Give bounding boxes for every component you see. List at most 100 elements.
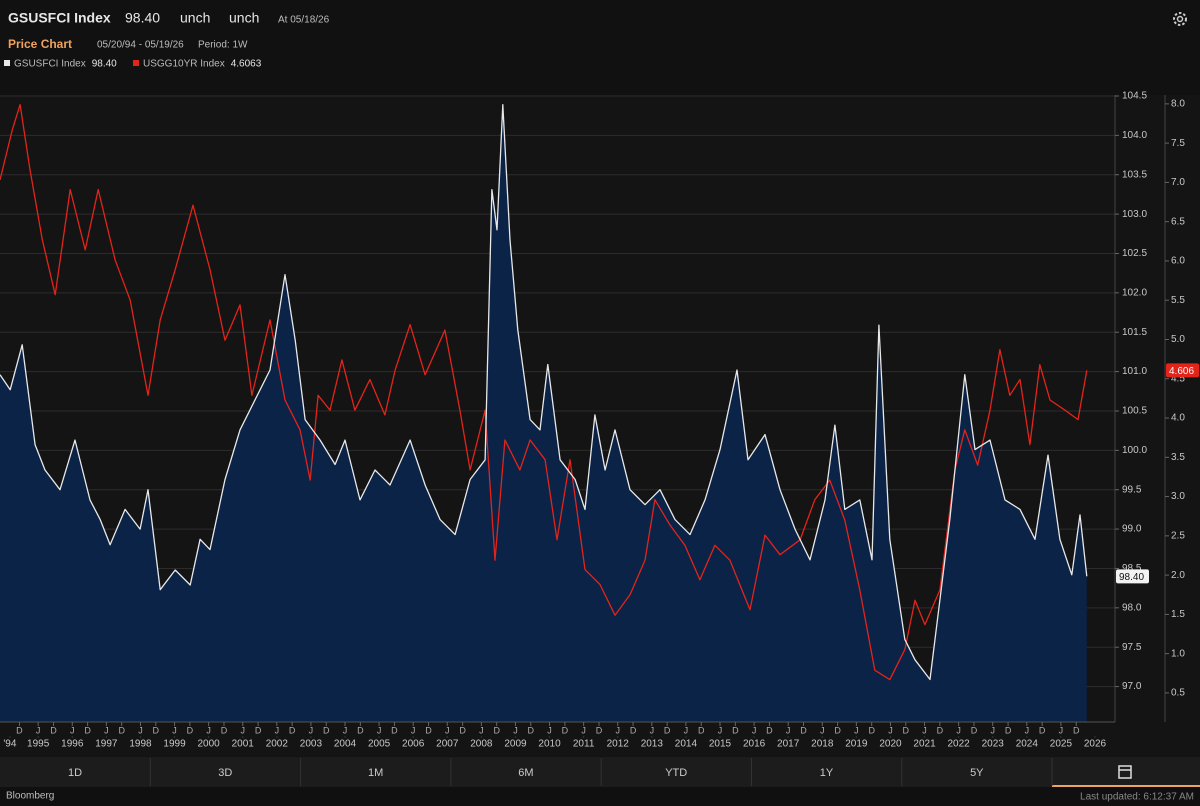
x-tick-label: 2019 (845, 739, 868, 750)
area-fill (0, 104, 1087, 722)
settings-icon[interactable] (1173, 12, 1187, 26)
legend-value: 4.6063 (231, 59, 262, 70)
x-tick-label: 2018 (811, 739, 834, 750)
y-tick-label: 102.0 (1122, 287, 1147, 298)
y2-tick-label: 6.5 (1171, 216, 1185, 227)
x-minor-tick-label: D (1005, 725, 1012, 735)
x-tick-label: 2022 (948, 739, 971, 750)
y2-tick-label: 4.0 (1171, 413, 1185, 424)
x-tick-label: 2024 (1016, 739, 1039, 750)
x-tick-label: 2007 (436, 739, 459, 750)
legend-label: USGG10YR Index (143, 59, 225, 70)
x-minor-tick-label: J (411, 725, 416, 735)
nav-button[interactable]: 1Y (820, 767, 834, 779)
x-minor-tick-label: D (323, 725, 330, 735)
x-minor-tick-label: J (240, 725, 245, 735)
calendar-icon[interactable] (1118, 765, 1132, 779)
y-tick-label: 103.0 (1122, 209, 1147, 220)
y2-tick-label: 5.5 (1171, 295, 1185, 306)
y2-tick-label: 1.0 (1171, 648, 1185, 659)
y2-tick-label: 2.0 (1171, 570, 1185, 581)
x-minor-tick-label: D (630, 725, 637, 735)
gear[interactable] (1173, 12, 1187, 26)
x-minor-tick-label: J (70, 725, 75, 735)
x-minor-tick-label: J (36, 725, 41, 735)
y-tick-label: 99.5 (1122, 484, 1142, 495)
as-of: At 05/18/26 (278, 15, 330, 26)
nav-button[interactable]: 3D (218, 767, 232, 779)
y-tick-label: 97.0 (1122, 681, 1142, 692)
x-minor-tick-label: J (820, 725, 825, 735)
x-tick-label: 2026 (1084, 739, 1107, 750)
y2-tick-label: 7.5 (1171, 138, 1185, 149)
x-tick-label: 2021 (913, 739, 936, 750)
x-minor-tick-label: D (766, 725, 773, 735)
x-tick-label: 2015 (709, 739, 732, 750)
x-minor-tick-label: J (990, 725, 995, 735)
chart-subtitle: Price Chart (8, 37, 72, 51)
x-minor-tick-label: D (868, 725, 875, 735)
y-tick-label: 101.0 (1122, 366, 1147, 377)
x-minor-tick-label: D (834, 725, 841, 735)
x-tick-label: 2004 (334, 739, 357, 750)
x-tick-label: 2012 (607, 739, 630, 750)
nav-button[interactable]: 1M (368, 767, 383, 779)
x-minor-tick-label: J (513, 725, 518, 735)
x-tick-label: 2020 (879, 739, 902, 750)
x-minor-tick-label: D (1073, 725, 1080, 735)
x-minor-tick-label: J (615, 725, 620, 735)
y-tick-label: 99.0 (1122, 524, 1142, 535)
x-minor-tick-label: D (425, 725, 432, 735)
x-minor-tick-label: J (650, 725, 655, 735)
x-tick-label: 2008 (470, 739, 493, 750)
calendar-frame[interactable] (1118, 765, 1132, 779)
x-minor-tick-label: D (357, 725, 364, 735)
x-tick-label: '94 (3, 739, 16, 750)
x-tick-label: 2005 (368, 739, 391, 750)
y2-tick-label: 3.5 (1171, 452, 1185, 463)
x-minor-tick-label: D (255, 725, 262, 735)
plot (0, 95, 1115, 722)
pct-change: unch (229, 10, 259, 26)
x-minor-tick-label: J (377, 725, 382, 735)
y-tick-label: 100.0 (1122, 445, 1147, 456)
last-value-label: 4.606 (1169, 366, 1194, 377)
x-minor-tick-label: D (391, 725, 398, 735)
nav-button[interactable]: YTD (665, 767, 687, 779)
series-line (0, 103, 1088, 681)
last-price: 98.40 (125, 10, 160, 26)
x-minor-tick-label: J (956, 725, 961, 735)
x-minor-tick-label: D (1039, 725, 1046, 735)
x-tick-label: 2023 (982, 739, 1005, 750)
x-minor-tick-label: D (971, 725, 978, 735)
x-minor-tick-label: J (581, 725, 586, 735)
x-tick-label: 2016 (743, 739, 766, 750)
y2-tick-label: 1.5 (1171, 609, 1185, 620)
y-tick-label: 98.0 (1122, 602, 1142, 613)
y2-tick-label: 6.0 (1171, 256, 1185, 267)
nav-button[interactable]: 6M (518, 767, 533, 779)
nav-button[interactable]: 5Y (970, 767, 984, 779)
y-tick-label: 98.5 (1122, 563, 1142, 574)
footer-bg (0, 787, 1200, 806)
x-minor-tick-label: J (854, 725, 859, 735)
y-tick-label: 100.5 (1122, 406, 1147, 417)
gear-hub[interactable] (1176, 15, 1184, 23)
legend-swatch (4, 60, 10, 66)
x-tick-label: 1996 (61, 739, 84, 750)
x-minor-tick-label: D (596, 725, 603, 735)
x-minor-tick-label: D (221, 725, 228, 735)
x-minor-tick-label: D (903, 725, 910, 735)
legend-value: 98.40 (92, 59, 117, 70)
x-tick-label: 1998 (129, 739, 152, 750)
y2-tick-label: 7.0 (1171, 177, 1185, 188)
legend-label: GSUSFCI Index (14, 59, 86, 70)
x-minor-tick-label: D (84, 725, 91, 735)
x-tick-label: 2006 (402, 739, 425, 750)
x-tick-label: 2025 (1050, 739, 1073, 750)
nav-button[interactable]: 1D (68, 767, 82, 779)
x-minor-tick-label: D (187, 725, 194, 735)
y-tick-label: 97.5 (1122, 642, 1142, 653)
last-value-tag (1116, 569, 1149, 584)
